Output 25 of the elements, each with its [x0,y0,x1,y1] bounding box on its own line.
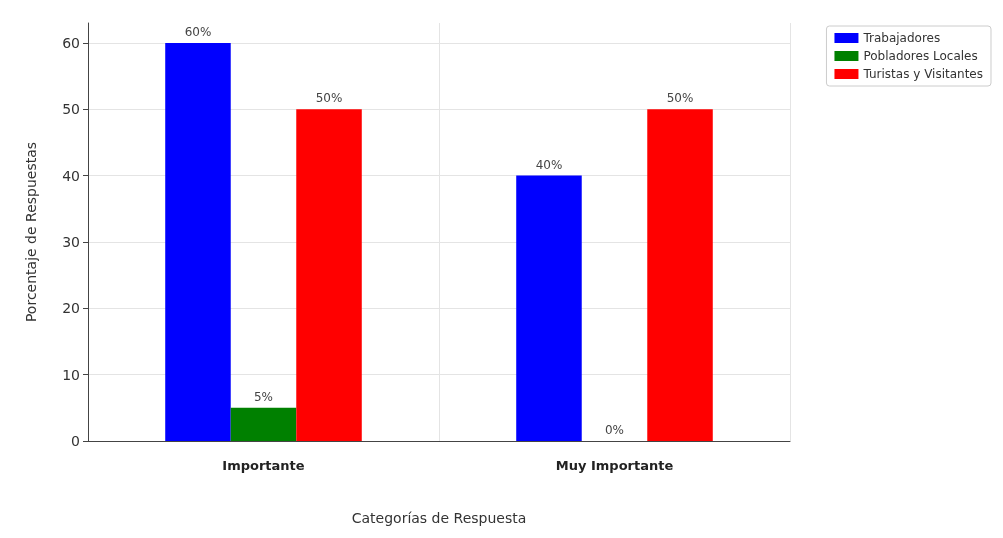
x-axis-title: Categorías de Respuesta [351,510,527,526]
y-tick-label: 10 [62,366,80,383]
data-label: 5% [253,389,274,404]
y-tick-label: 0 [71,433,80,449]
data-label: 40% [535,157,563,172]
data-label: 50% [315,91,343,106]
data-label: 50% [666,91,694,106]
bar [230,407,297,441]
bar [647,109,713,441]
data-label: 0% [604,423,625,437]
y-tick-label: 60 [62,34,80,51]
y-axis-title: Porcentaje de Respuestas [23,141,39,323]
y-tick-label: 40 [62,167,80,184]
legend-label: Trabajadores [862,31,941,45]
legend-label: Turistas y Visitantes [862,67,983,81]
x-tick-label: Muy Importante [555,458,674,473]
bar [165,42,231,441]
y-tick-label: 20 [62,300,80,317]
x-tick-label: Importante [222,458,305,473]
legend-label: Pobladores Locales [863,49,978,63]
bar [516,175,582,441]
bar [296,109,362,441]
y-tick-label: 50 [62,101,80,118]
y-tick-label: 30 [62,233,80,250]
data-label: 60% [184,24,212,39]
